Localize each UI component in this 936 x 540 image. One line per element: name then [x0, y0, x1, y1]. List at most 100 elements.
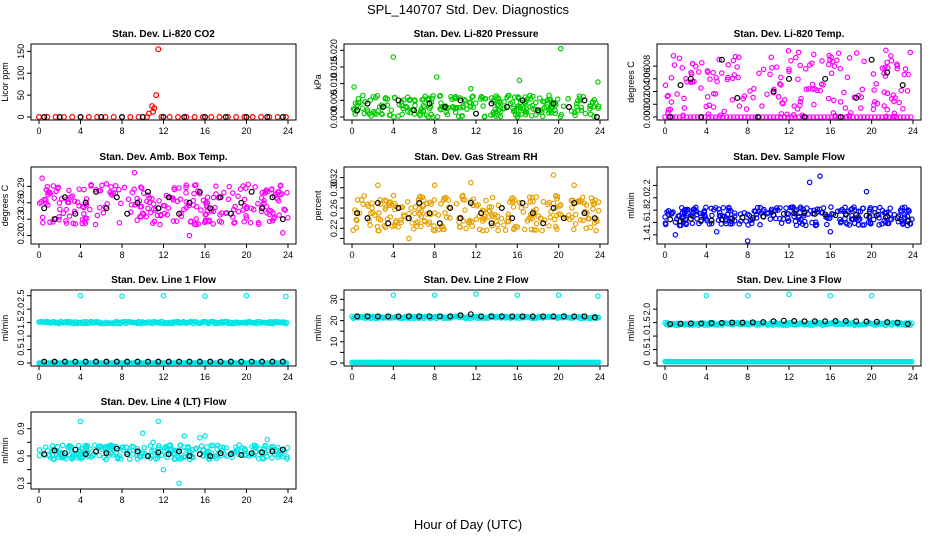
data-point: [114, 454, 121, 461]
y-axis-label: percent: [313, 190, 323, 221]
data-point: [750, 94, 756, 101]
series-point: [98, 113, 105, 120]
y-tick-label: 30: [329, 294, 339, 304]
series-point: [868, 56, 875, 63]
data-point: [861, 222, 867, 228]
data-point: [36, 447, 43, 453]
outlier-point: [806, 179, 813, 186]
data-point: [283, 319, 290, 326]
data-point: [853, 50, 860, 56]
data-point: [871, 114, 878, 120]
data-point: [662, 82, 669, 89]
data-point: [681, 95, 687, 102]
data-point: [793, 222, 800, 229]
data-point: [581, 200, 587, 206]
data-point: [192, 446, 199, 452]
series-point: [405, 313, 412, 320]
data-point: [718, 221, 725, 227]
data-point: [488, 112, 494, 118]
series-point: [529, 313, 536, 320]
data-point: [427, 103, 434, 110]
data-point: [797, 62, 803, 69]
data-point: [724, 76, 731, 83]
y-tick-label: 1.5: [16, 316, 26, 329]
data-point: [138, 184, 144, 190]
data-point: [673, 114, 679, 120]
data-point: [390, 114, 397, 120]
series-point: [165, 358, 172, 365]
series-point: [473, 110, 480, 117]
data-point: [572, 112, 578, 119]
data-point: [593, 227, 599, 234]
data-point: [50, 183, 57, 189]
series-point: [811, 210, 818, 217]
data-point: [492, 106, 498, 113]
data-point: [452, 95, 459, 101]
data-point: [173, 456, 179, 462]
y-tick-label: 0.22: [329, 220, 339, 238]
data-point: [60, 210, 67, 217]
series-point: [853, 212, 860, 219]
data-point: [472, 100, 479, 107]
data-point: [857, 114, 864, 120]
data-point: [799, 114, 806, 120]
data-point: [511, 197, 518, 204]
data-point: [360, 92, 366, 99]
data-point: [236, 442, 242, 448]
data-point: [498, 215, 505, 222]
data-point: [728, 218, 735, 225]
data-point: [421, 218, 428, 225]
data-point: [835, 50, 842, 56]
series-point: [176, 358, 183, 365]
series-point: [571, 199, 578, 206]
data-point: [41, 196, 48, 203]
data-point: [569, 205, 575, 211]
data-point: [112, 182, 119, 189]
data-point: [179, 455, 185, 461]
data-point: [536, 95, 543, 101]
series-point: [165, 451, 172, 458]
data-point: [708, 205, 715, 212]
data-point: [489, 222, 495, 229]
series-point: [51, 447, 58, 454]
x-axis-title: Hour of Day (UTC): [413, 517, 523, 532]
data-point: [734, 114, 741, 120]
data-point: [155, 452, 161, 459]
data-point: [828, 204, 834, 210]
series-point: [385, 220, 392, 227]
series-point: [82, 199, 89, 206]
data-point: [157, 221, 163, 228]
y-tick-label: 100: [16, 66, 26, 81]
data-point: [735, 54, 742, 61]
data-point: [883, 47, 889, 54]
series-point: [222, 113, 229, 120]
series-point: [457, 97, 464, 104]
data-point: [516, 200, 523, 206]
data-point: [242, 185, 249, 192]
series-point: [124, 210, 131, 217]
series-point: [41, 358, 48, 365]
series-point: [224, 113, 231, 120]
data-point: [463, 225, 469, 232]
series-point: [85, 113, 92, 120]
data-point: [223, 445, 230, 451]
y-tick-label: 0.000: [642, 106, 652, 129]
data-point: [524, 218, 531, 224]
series-point: [884, 319, 891, 326]
data-point: [388, 107, 395, 113]
series-point: [103, 358, 110, 365]
series-point: [853, 94, 860, 101]
data-point: [71, 198, 78, 205]
series-point: [509, 313, 516, 320]
data-point: [705, 111, 712, 117]
data-point: [730, 114, 737, 120]
data-point: [846, 55, 853, 61]
data-point: [87, 446, 93, 452]
outlier-point: [713, 228, 720, 235]
data-point: [55, 454, 62, 460]
series-point: [238, 358, 245, 365]
data-point: [848, 216, 855, 222]
data-point: [538, 107, 544, 113]
data-point: [901, 204, 908, 211]
data-point: [703, 204, 709, 211]
